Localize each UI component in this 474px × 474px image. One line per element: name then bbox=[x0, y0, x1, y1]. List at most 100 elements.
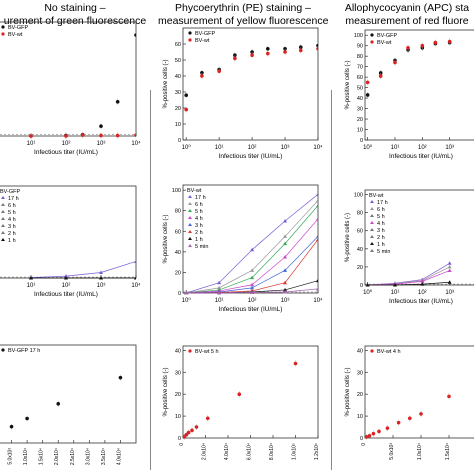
chart-mid-left: 10¹ 10² 10³ 10⁴ Infectious titer (IU/mL) BV-G… bbox=[0, 185, 141, 298]
column-title-red: Allophycocyanin (APC) sta measurement of… bbox=[340, 2, 474, 28]
y-tick-label: 70 bbox=[357, 65, 363, 71]
data-point bbox=[115, 133, 120, 138]
data-point bbox=[283, 268, 288, 272]
data-point bbox=[233, 56, 237, 61]
x-tick-label: 10³ bbox=[281, 145, 290, 151]
data-point bbox=[420, 279, 425, 283]
x-axis-label: Infectious titer (IU/mL) bbox=[219, 153, 283, 160]
data-point bbox=[186, 430, 191, 435]
x-tick-label: 6.0x10⁴ bbox=[247, 443, 253, 460]
data-point bbox=[99, 124, 103, 129]
legend-label: BV-GFP bbox=[8, 25, 29, 31]
data-point bbox=[447, 268, 452, 273]
data-point bbox=[447, 264, 452, 269]
legend-label: 17 h bbox=[195, 195, 206, 201]
legend-marker bbox=[1, 32, 5, 36]
legend-label: BV-GFP 17 h bbox=[8, 348, 40, 354]
legend-marker bbox=[370, 207, 374, 210]
data-point bbox=[184, 291, 189, 295]
data-point bbox=[293, 361, 298, 366]
series-line-4-h bbox=[367, 270, 450, 286]
legend-marker bbox=[188, 195, 192, 198]
y-tick-label: 90 bbox=[357, 44, 363, 50]
legend-marker bbox=[370, 349, 374, 353]
series-line-4-h bbox=[186, 218, 318, 294]
x-tick-label: 10¹ bbox=[215, 298, 224, 304]
data-point bbox=[447, 280, 452, 284]
legend-marker bbox=[188, 349, 192, 353]
y-tick-label: 80 bbox=[175, 209, 181, 215]
x-axis-label: Infectious titer (IU/mL) bbox=[389, 153, 453, 160]
y-tick-label: 0 bbox=[360, 283, 363, 289]
x-tick-label: 10¹ bbox=[27, 141, 36, 147]
plot-frame bbox=[364, 29, 474, 141]
legend-marker bbox=[370, 214, 374, 217]
x-tick-label: 10² bbox=[418, 290, 427, 296]
legend-label: BV-wt 5 h bbox=[195, 349, 219, 355]
plot-frame bbox=[182, 184, 319, 294]
y-tick-label: 60 bbox=[175, 229, 181, 235]
data-point bbox=[316, 278, 318, 283]
x-tick-label: 10⁰ bbox=[363, 144, 373, 151]
data-point bbox=[365, 283, 370, 287]
series-group bbox=[29, 32, 136, 139]
legend-marker bbox=[188, 31, 192, 35]
data-point bbox=[80, 133, 85, 137]
data-point bbox=[447, 39, 452, 44]
x-tick-label: 1.0x10⁴ bbox=[23, 448, 29, 465]
data-point bbox=[447, 394, 451, 399]
x-tick-label: 10² bbox=[62, 283, 71, 289]
y-tick-label: 50 bbox=[175, 58, 181, 64]
y-tick-label: 30 bbox=[357, 370, 363, 376]
y-tick-label: 30 bbox=[175, 370, 181, 376]
legend-label: 17 h bbox=[377, 200, 388, 206]
y-tick-label: 60 bbox=[357, 229, 363, 235]
data-point bbox=[316, 286, 318, 291]
data-point bbox=[233, 53, 237, 57]
y-axis-label: %-positive cells (-) bbox=[163, 367, 169, 416]
data-point bbox=[419, 412, 423, 416]
data-point bbox=[266, 51, 270, 56]
legend-label: 6 h bbox=[377, 207, 385, 213]
data-point bbox=[237, 392, 242, 396]
legend-marker bbox=[188, 202, 192, 205]
legend-marker bbox=[1, 348, 5, 352]
x-tick-label: 2.0x10⁴ bbox=[202, 443, 208, 460]
chart-bot-left: 05.0x10³1.0x10⁴1.5x10⁴2.0x10⁴2.5x10⁴3.0x… bbox=[0, 344, 137, 465]
chart-top-right: 10⁰ 10¹ 10² 10³ 0 10 20 30 40 50 60 70 80 90 100 Infect… bbox=[345, 29, 474, 160]
x-axis-label: Infectious titer (IU/mL) bbox=[34, 291, 98, 298]
legend-label: 5 min bbox=[195, 244, 208, 250]
x-tick-label: 2.0x10⁴ bbox=[54, 448, 60, 465]
data-point bbox=[367, 434, 372, 438]
legend-marker bbox=[188, 230, 192, 233]
x-axis-label: Infectious titer (IU/mL) bbox=[389, 298, 453, 305]
series-group bbox=[184, 192, 318, 295]
legend-label: BV-wt bbox=[195, 38, 210, 44]
y-tick-label: 20 bbox=[357, 117, 363, 123]
data-point bbox=[316, 234, 318, 238]
data-point bbox=[115, 100, 120, 104]
legend-marker bbox=[1, 25, 5, 29]
column-title-green-line1: No staining – bbox=[44, 2, 106, 14]
data-point bbox=[408, 416, 412, 421]
x-tick-label: 10¹ bbox=[27, 283, 36, 289]
y-axis-label: %-positive cells (-) bbox=[163, 59, 169, 108]
chart-bot-mid: 0 2.0x10⁴ 4.0x10⁴ 6.0x10⁴ 8.0x10⁴ 1.0x10⁵ 1.2x… bbox=[163, 345, 320, 460]
legend-marker bbox=[1, 203, 5, 206]
legend-marker bbox=[1, 238, 5, 241]
y-axis-label: %-positive cells (-) bbox=[345, 60, 351, 109]
legend-label: 4 h bbox=[8, 217, 16, 223]
legend-marker bbox=[1, 231, 5, 234]
y-tick-label: 40 bbox=[175, 348, 181, 354]
data-point bbox=[134, 33, 136, 37]
x-tick-label: 1.0x10⁵ bbox=[292, 443, 298, 460]
data-point bbox=[29, 276, 33, 280]
legend-label: 2 h bbox=[8, 231, 16, 237]
x-tick-label: 5.0x10³ bbox=[8, 448, 14, 465]
data-point bbox=[64, 276, 68, 280]
data-point bbox=[217, 69, 221, 73]
legend-label: 3 h bbox=[195, 223, 203, 229]
y-tick-label: 10 bbox=[357, 128, 363, 134]
data-point bbox=[283, 219, 288, 223]
